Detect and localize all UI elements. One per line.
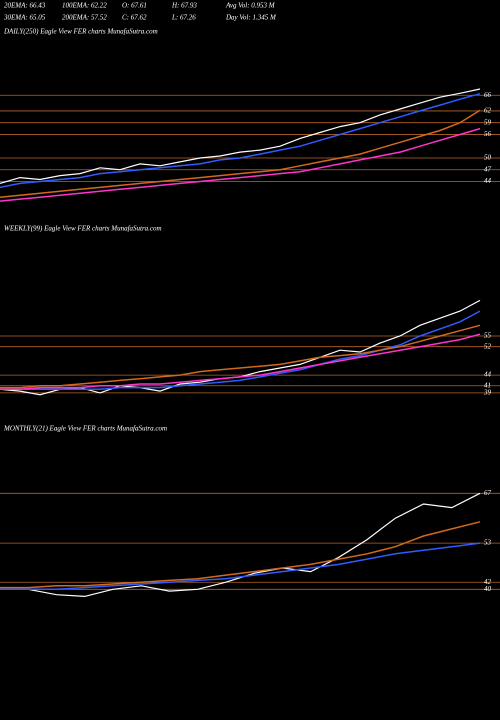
header-stat: 20EMA: 66.43 [4,2,46,10]
level-label: 67 [484,489,492,497]
level-label: 47 [484,165,492,173]
series-line [0,88,481,184]
header-stat: L: 67.26 [171,14,196,22]
series-line [0,92,481,189]
level-label: 41 [484,381,491,389]
series-line [0,333,481,391]
header-stat: C: 67.62 [122,14,147,22]
level-label: 66 [484,91,492,99]
panel-title: MONTHLY(21) Eagle View FER charts Munafa… [3,425,167,433]
series-line [0,109,481,198]
header-stat: Day Vol: 1.345 M [225,14,277,22]
level-label: 42 [484,578,492,586]
series-line [0,492,481,598]
series-line [0,542,481,591]
level-label: 59 [484,118,492,126]
header-stat: H: 67.93 [171,2,197,10]
series-line [0,324,481,389]
level-label: 55 [484,332,492,340]
level-label: 44 [484,177,492,185]
level-label: 62 [484,107,492,115]
level-label: 39 [483,388,492,396]
level-label: 53 [484,539,492,547]
level-label: 52 [484,342,492,350]
header-stat: Avg Vol: 0.953 M [225,2,276,10]
header-stat: 30EMA: 65.05 [3,14,46,22]
header-stat: O: 67.61 [122,2,147,10]
panel-title: DAILY(250) Eagle View FER charts MunafaS… [3,28,158,36]
series-line [0,127,481,202]
header-stat: 100EMA: 62.22 [62,2,107,10]
level-label: 50 [484,154,492,162]
series-line [0,521,481,589]
level-label: 40 [484,585,492,593]
panel-title: WEEKLY(99) Eagle View FER charts MunafaS… [4,225,162,233]
level-label: 56 [484,130,492,138]
series-line [0,310,481,391]
header-stat: 200EMA: 57.52 [62,14,107,22]
level-label: 44 [484,371,492,379]
